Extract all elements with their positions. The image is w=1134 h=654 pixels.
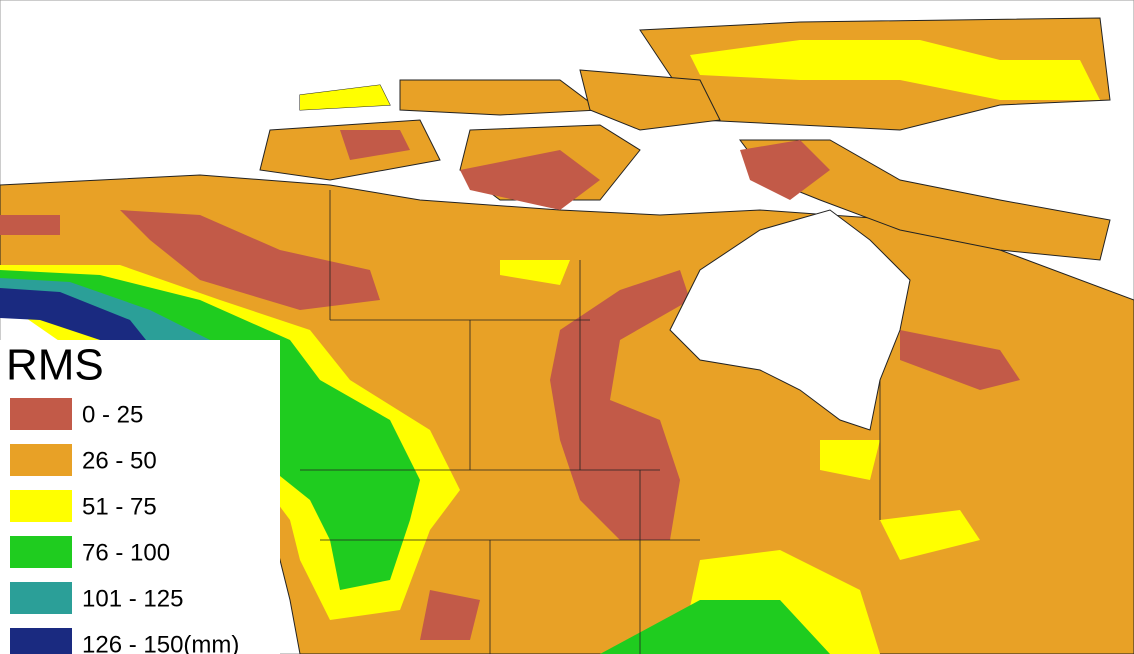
legend-swatch xyxy=(10,628,72,654)
legend-swatch xyxy=(10,490,72,522)
hudson-bay xyxy=(669,209,911,431)
legend-label: 0 - 25 xyxy=(82,401,143,428)
legend: 0 - 25 26 - 50 51 - 75 76 - 100 101 - 125 126… xyxy=(10,398,239,654)
legend-swatch xyxy=(10,582,72,614)
legend-label: 26 - 50 xyxy=(82,447,157,474)
legend-label: 51 - 75 xyxy=(82,493,157,520)
legend-swatch xyxy=(10,444,72,476)
legend-title: RMS xyxy=(6,341,104,390)
legend-swatch xyxy=(10,398,72,430)
legend-swatch xyxy=(10,536,72,568)
legend-label: 76 - 100 xyxy=(82,539,170,566)
borders xyxy=(300,190,881,654)
legend-label: 101 - 125 xyxy=(82,585,183,612)
legend-label: 126 - 150(mm) xyxy=(82,631,239,654)
